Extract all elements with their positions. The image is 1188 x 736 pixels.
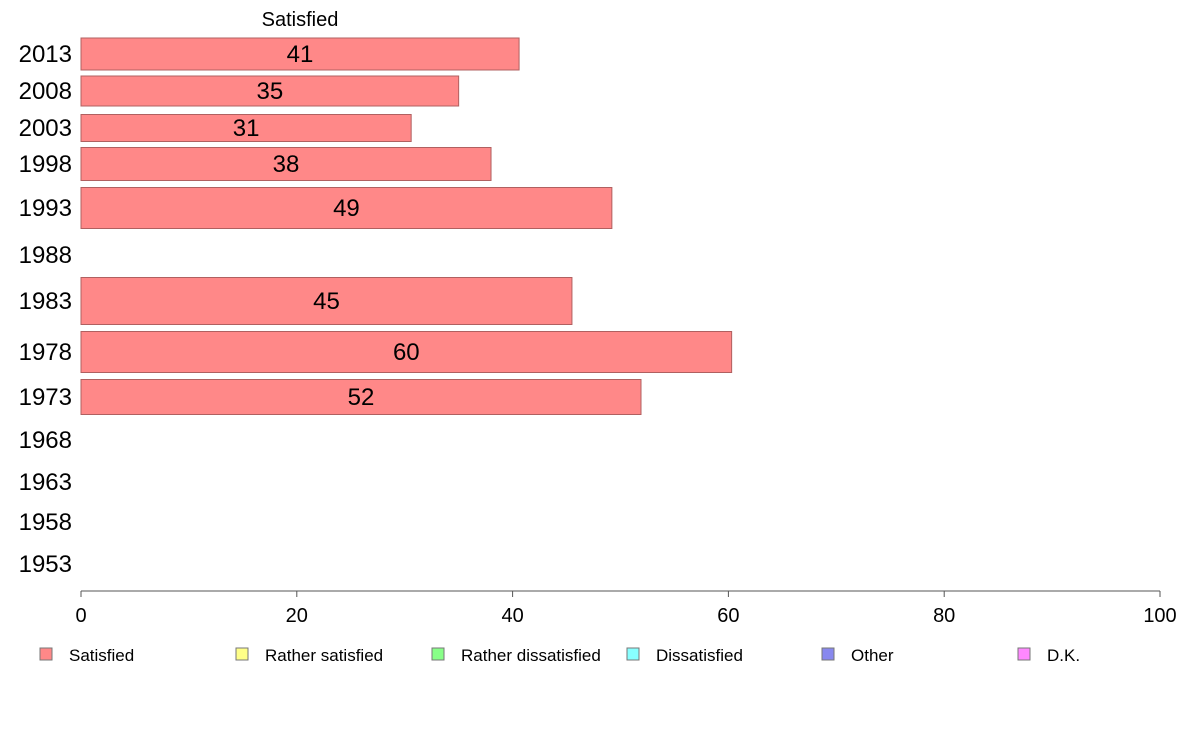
x-tick-label: 40 (501, 605, 523, 627)
year-label: 1958 (19, 509, 72, 536)
legend-label: Other (851, 646, 894, 665)
year-label: 1983 (19, 288, 72, 315)
bar-value-label: 38 (273, 151, 300, 178)
legend-label: Rather dissatisfied (461, 646, 601, 665)
bar (80, 147, 492, 181)
bar-value-label: 31 (233, 115, 260, 142)
series-header: Satisfied (262, 9, 339, 31)
legend-swatch (431, 647, 445, 661)
legend-label: Satisfied (69, 646, 134, 665)
bar-value-label: 35 (256, 78, 283, 105)
year-label: 1968 (19, 427, 72, 454)
bar (80, 277, 573, 325)
year-label: 1998 (19, 151, 72, 178)
legend-label: Dissatisfied (656, 646, 743, 665)
bar-value-label: 45 (313, 288, 340, 315)
legend-swatch (39, 647, 53, 661)
x-axis: 0 20 40 60 80 100 (75, 590, 1177, 627)
bar (80, 37, 520, 71)
bar-value-label: 52 (348, 384, 375, 411)
year-label: 1978 (19, 339, 72, 366)
year-label: 2013 (19, 41, 72, 68)
x-tick-label: 20 (286, 605, 308, 627)
legend-swatch (235, 647, 249, 661)
bar-value-label: 49 (333, 195, 360, 222)
year-label: 1963 (19, 469, 72, 496)
legend: Satisfied Rather satisfied Rather dissatis… (39, 646, 1080, 665)
legend-label: D.K. (1047, 646, 1080, 665)
x-tick-label: 100 (1143, 605, 1176, 627)
legend-label: Rather satisfied (265, 646, 383, 665)
bar-value-label: 60 (393, 339, 420, 366)
bar (80, 379, 642, 415)
bar (80, 331, 733, 373)
year-label: 2008 (19, 78, 72, 105)
bar (80, 75, 460, 107)
year-label: 1988 (19, 242, 72, 269)
bar-value-label: 41 (287, 41, 314, 68)
x-tick-label: 0 (75, 605, 86, 627)
year-label: 1973 (19, 384, 72, 411)
year-label: 1993 (19, 195, 72, 222)
bar (80, 187, 613, 229)
bar (80, 114, 412, 142)
legend-swatch (1017, 647, 1031, 661)
legend-swatch (821, 647, 835, 661)
year-label: 2003 (19, 115, 72, 142)
year-label: 1953 (19, 551, 72, 578)
x-tick-label: 60 (717, 605, 739, 627)
legend-swatch (626, 647, 640, 661)
year-labels-group: 2013 2008 2003 1998 1993 1988 1983 1978 1973 1968… (19, 41, 72, 578)
x-tick-label: 80 (933, 605, 955, 627)
